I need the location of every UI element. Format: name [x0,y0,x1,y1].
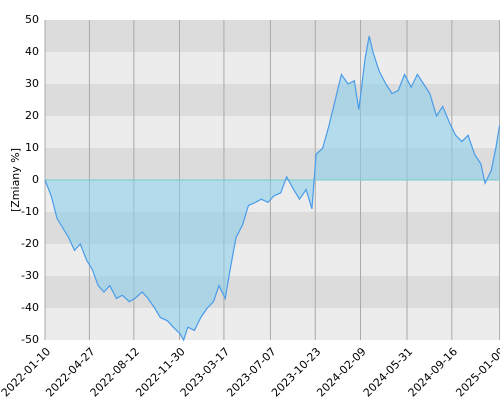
y-tick-label: -40 [21,301,39,314]
y-tick-label: -10 [21,205,39,218]
y-axis-label: [Zmiany %] [9,148,22,212]
grid-band [45,20,500,52]
grid-band [45,52,500,84]
y-tick-label: 0 [32,173,39,186]
grid-band [45,308,500,340]
x-tick-label: 2025-01-09 [453,345,500,399]
area-fill [45,36,500,340]
y-tick-label: 30 [25,77,39,90]
line [44,35,500,342]
y-tick-label: 10 [25,141,39,154]
y-tick-label: -30 [21,269,39,282]
y-tick-label: -50 [21,333,39,346]
y-tick-label: 40 [25,45,39,58]
y-tick-label: 50 [25,13,39,26]
y-tick-label: -20 [21,237,39,250]
y-tick-label: 20 [25,109,39,122]
